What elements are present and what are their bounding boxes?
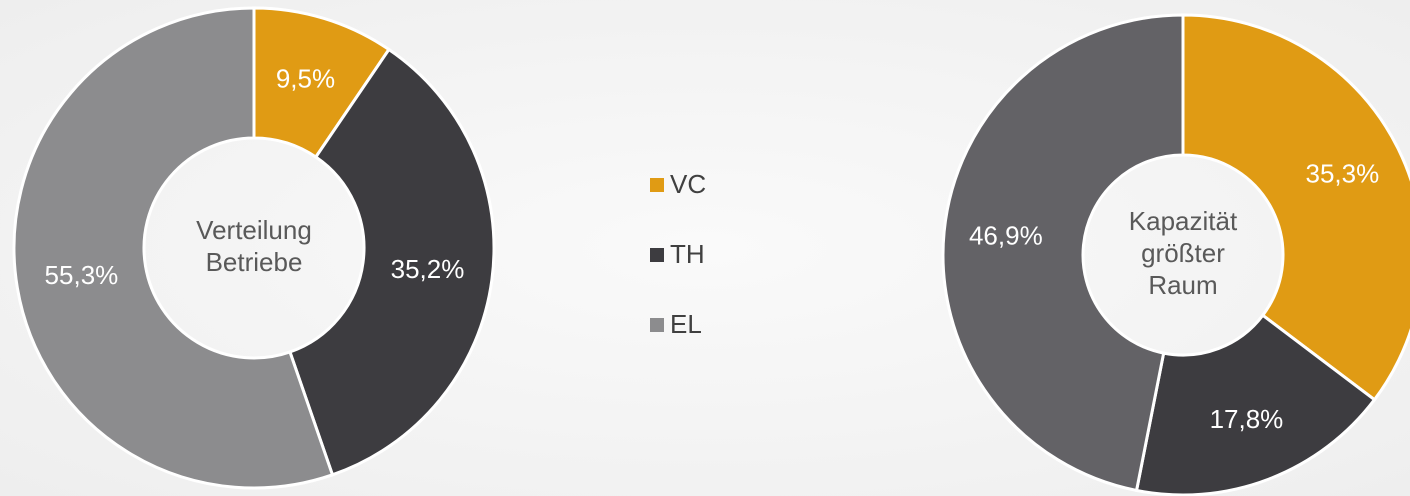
value-label: 17,8% bbox=[1210, 404, 1284, 434]
center-label: Betriebe bbox=[206, 247, 303, 277]
donut-slice bbox=[1181, 13, 1410, 402]
legend-swatch bbox=[650, 318, 664, 332]
value-label: 55,3% bbox=[45, 260, 119, 290]
value-label: 9,5% bbox=[276, 64, 335, 94]
legend-swatch bbox=[650, 248, 664, 262]
center-label: größter bbox=[1141, 238, 1225, 268]
value-label: 35,3% bbox=[1305, 159, 1379, 189]
legend-label: EL bbox=[670, 309, 702, 339]
donut-slice bbox=[1134, 313, 1377, 496]
value-label: 35,2% bbox=[391, 254, 465, 284]
legend-label: VC bbox=[670, 169, 706, 199]
center-label: Raum bbox=[1148, 270, 1217, 300]
center-label: Verteilung bbox=[196, 215, 312, 245]
donut-slice bbox=[941, 13, 1185, 493]
legend-swatch bbox=[650, 178, 664, 192]
legend-label: TH bbox=[670, 239, 705, 269]
center-label: Kapazität bbox=[1129, 206, 1238, 236]
donut-slice bbox=[12, 6, 335, 490]
donut-slice bbox=[288, 47, 496, 477]
value-label: 46,9% bbox=[969, 221, 1043, 251]
